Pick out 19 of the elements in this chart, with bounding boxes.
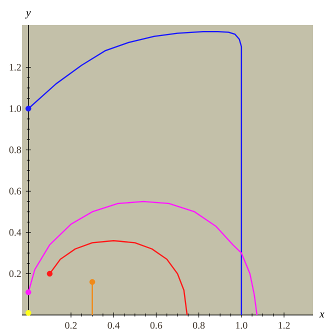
x-tick-label: 1.2 (278, 322, 290, 329)
x-tick-label: 0.8 (192, 322, 205, 329)
x-axis-title: x (319, 312, 324, 318)
y-tick-label: 1.0 (10, 105, 22, 112)
x-tick-label: 0.6 (150, 322, 162, 329)
point (26, 106, 32, 112)
point (26, 310, 32, 316)
point (46, 270, 53, 277)
y-tick-label: 0.6 (9, 188, 22, 195)
x-tick-label: 0.4 (108, 322, 120, 329)
y-axis-title: y (25, 11, 31, 18)
y-tick-label: 0.8 (9, 146, 22, 154)
y-tick-label: 0.4 (9, 229, 22, 236)
point (89, 279, 96, 285)
x-tick-label: 0.2 (65, 322, 77, 329)
x-tick-label: 1.0 (236, 322, 248, 329)
point (26, 289, 32, 296)
y-tick-label: 1.2 (10, 64, 21, 71)
y-tick-label: 0.2 (9, 270, 21, 278)
